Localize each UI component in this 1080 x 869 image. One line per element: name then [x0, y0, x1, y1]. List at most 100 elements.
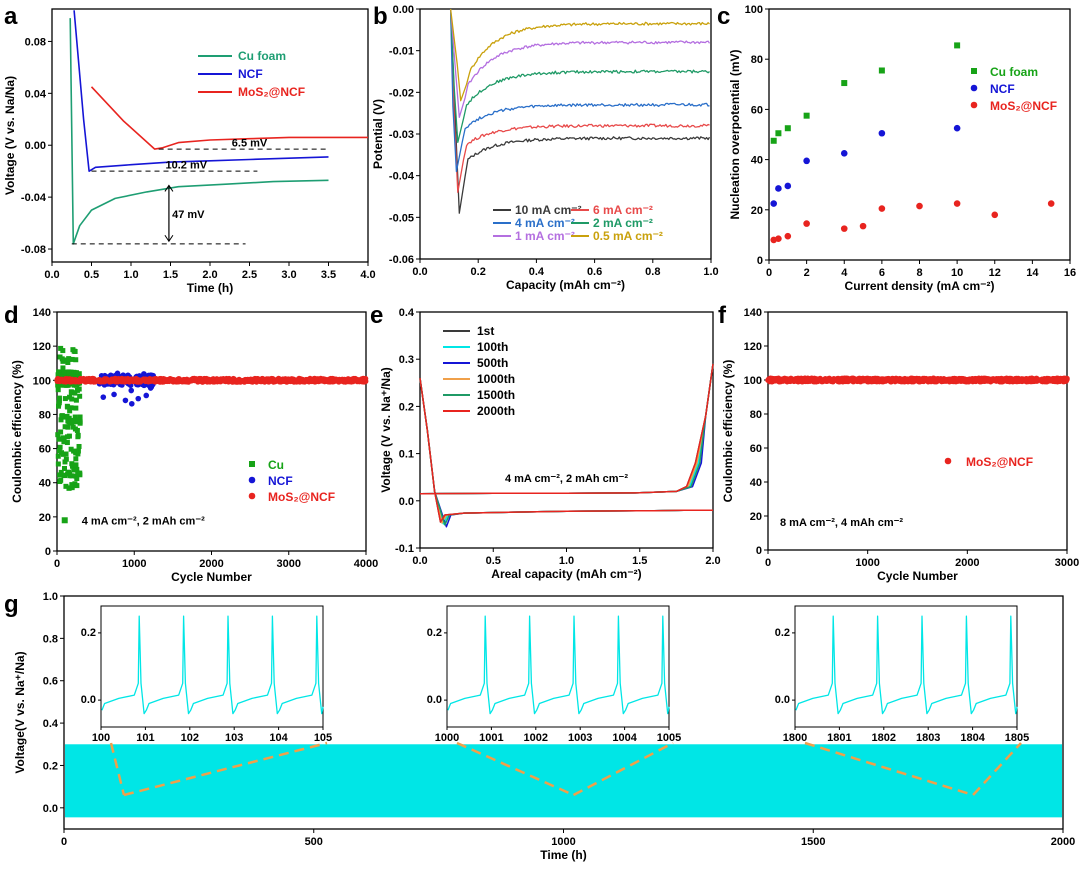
data-point	[61, 357, 67, 363]
series-line-3	[449, 8, 710, 143]
data-point	[329, 378, 336, 385]
data-point	[960, 377, 967, 383]
y-tick-label: 60	[39, 444, 51, 456]
y-tick-label: 0.2	[399, 401, 414, 413]
data-point	[65, 359, 71, 365]
data-point	[122, 397, 129, 404]
inset-y-tick-label: 0.2	[427, 627, 442, 639]
y-tick-label: 1.0	[43, 591, 58, 603]
data-point	[73, 456, 79, 462]
data-point	[222, 377, 228, 383]
data-point	[102, 377, 109, 383]
inset-x-tick-label: 1802	[872, 732, 896, 744]
legend-label-mos2: MoS₂@NCF	[238, 85, 305, 99]
y-tick-label: 80	[751, 54, 763, 66]
series-line-5	[419, 363, 714, 495]
data-point	[69, 482, 75, 488]
data-point-ncf	[784, 182, 792, 190]
data-point	[74, 483, 80, 489]
y-tick-label: 0.0	[43, 803, 58, 815]
y-tick-label: 0	[757, 255, 763, 267]
axes-a: 0.0 0.5 1.0 1.5 2.0 2.5 3.0 3.5 4.0 -0.08 -0.04 0.0…	[3, 8, 376, 295]
data-point	[61, 465, 67, 471]
data-point	[903, 376, 910, 383]
legend-label-cu: Cu	[268, 458, 284, 472]
x-tick-label: 1000	[122, 558, 146, 570]
data-point	[56, 376, 62, 383]
data-point	[77, 414, 83, 420]
data-point	[1018, 377, 1025, 384]
data-point	[61, 472, 67, 478]
y-tick-label: 140	[744, 307, 762, 319]
legend-label-5: 2000th	[477, 404, 515, 418]
inset-frame	[446, 605, 670, 728]
y-tick-label: 0.0	[399, 496, 414, 508]
data-point	[143, 392, 150, 399]
voltage-band	[65, 744, 1062, 818]
legend-label-1: 100th	[477, 340, 508, 354]
data-point	[1022, 378, 1029, 384]
x-tick-label: 0.0	[412, 266, 427, 278]
inset-voltage-line	[795, 615, 1018, 715]
data-point	[69, 485, 75, 491]
data-point	[56, 369, 62, 375]
data-point-mos2	[953, 200, 961, 207]
data-point	[811, 378, 818, 385]
series-line-3	[419, 377, 713, 524]
data-point	[58, 345, 64, 351]
inset-x-tick-label: 1002	[524, 732, 548, 744]
x-tick-label: 3.5	[321, 269, 336, 281]
legend-marker-ncf	[248, 476, 256, 484]
x-tick-label: 12	[989, 267, 1001, 279]
series-line-4	[449, 8, 711, 118]
data-point	[934, 377, 940, 384]
data-point	[247, 376, 254, 383]
panel-label-g: g	[4, 591, 19, 618]
legend-label-mos2: MoS₂@NCF	[268, 490, 335, 504]
inset-y-tick-label: 0.0	[427, 694, 442, 706]
x-tick-label: 0.0	[412, 555, 427, 567]
data-point	[822, 375, 829, 382]
data-point	[73, 397, 79, 403]
data-point	[259, 375, 266, 382]
inset-x-tick-label: 1003	[568, 732, 592, 744]
data-point	[870, 376, 876, 382]
y-tick-label: 140	[33, 307, 51, 319]
data-point	[73, 370, 79, 376]
data-point	[972, 375, 978, 382]
y-tick-label: 120	[33, 341, 51, 353]
y-axis-label: Voltage (V vs. Na⁺/Na)	[379, 367, 393, 492]
inset-x-tick-label: 1804	[960, 732, 985, 744]
inset-x-tick-label: 102	[181, 732, 199, 744]
x-tick-label: 3000	[277, 558, 301, 570]
data-point-mos2	[859, 222, 867, 230]
legend-label-mos2: MoS₂@NCF	[966, 455, 1033, 469]
y-tick-label: -0.02	[389, 87, 414, 99]
data-point	[74, 382, 80, 388]
legend-marker-cu	[971, 68, 977, 74]
plot-frame	[419, 311, 714, 549]
data-point	[55, 387, 61, 393]
data-point	[65, 418, 71, 424]
annotation-conditions: 8 mA cm⁻², 4 mAh cm⁻²	[780, 517, 903, 529]
panel-label-b: b	[373, 3, 388, 30]
y-tick-label: 0.04	[25, 88, 47, 100]
data-point	[334, 377, 341, 384]
axes-f: 0 1000 2000 3000 0 20 40 60 80 100 120 140 Cycle Num…	[721, 307, 1079, 583]
data-point	[176, 376, 182, 382]
series-line-ncf	[73, 10, 329, 172]
data-point	[324, 377, 331, 384]
data-point	[112, 378, 119, 385]
y-tick-label: 0.3	[399, 354, 414, 366]
x-tick-label: 4.0	[360, 269, 375, 281]
inset-x-tick-label: 100	[92, 732, 110, 744]
y-tick-label: 0	[45, 546, 51, 558]
data-point	[990, 376, 996, 382]
data-point	[950, 378, 957, 385]
data-point	[66, 369, 72, 375]
x-tick-label: 4000	[354, 558, 378, 570]
series-line-0	[449, 8, 711, 214]
data-point	[67, 394, 73, 400]
data-point	[836, 378, 842, 385]
data-point	[60, 365, 66, 371]
